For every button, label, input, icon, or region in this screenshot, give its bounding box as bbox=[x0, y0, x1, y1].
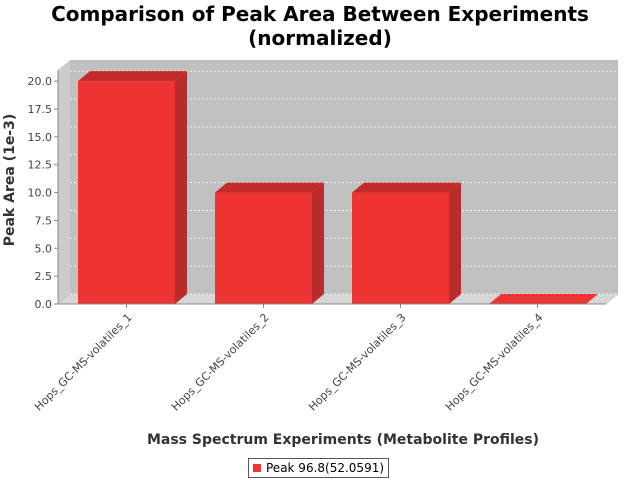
bar bbox=[489, 294, 598, 304]
legend-swatch bbox=[253, 464, 261, 472]
y-tick-label: 0.0 bbox=[35, 298, 53, 311]
legend-label: Peak 96.8(52.0591) bbox=[266, 461, 385, 475]
bar-side bbox=[449, 182, 461, 304]
plot-area bbox=[57, 60, 619, 305]
y-tick-label: 7.5 bbox=[35, 214, 53, 227]
x-tick-label: Hops_GC-MS-volatiles_3 bbox=[306, 311, 409, 414]
x-tick-label: Hops_GC-MS-volatiles_2 bbox=[169, 311, 272, 414]
bar-side bbox=[312, 182, 324, 304]
chart-title: Comparison of Peak Area Between Experime… bbox=[0, 2, 640, 50]
bar-front bbox=[215, 192, 312, 304]
bar-top bbox=[352, 182, 461, 193]
bar-side bbox=[175, 71, 187, 305]
y-tick-label: 10.0 bbox=[28, 187, 53, 200]
bar-front bbox=[78, 81, 175, 305]
x-tick-label: Hops_GC-MS-volatiles_1 bbox=[32, 311, 135, 414]
x-axis: Hops_GC-MS-volatiles_1 Hops_GC-MS-volatil… bbox=[32, 303, 606, 414]
bar-top bbox=[215, 182, 324, 193]
plot-back-wall bbox=[70, 60, 618, 294]
y-tick-label: 2.5 bbox=[35, 270, 53, 283]
y-tick-label: 17.5 bbox=[28, 103, 53, 116]
y-tick-label: 15.0 bbox=[28, 131, 53, 144]
bar-top bbox=[78, 71, 187, 82]
bar bbox=[352, 182, 461, 304]
chart-title-line2: (normalized) bbox=[248, 26, 392, 50]
x-axis-label: Mass Spectrum Experiments (Metabolite Pr… bbox=[147, 432, 539, 448]
chart-title-line1: Comparison of Peak Area Between Experime… bbox=[51, 2, 589, 26]
plot-left-wall bbox=[58, 60, 70, 304]
y-axis-label: Peak Area (1e-3) bbox=[2, 114, 18, 247]
bar-series bbox=[78, 71, 598, 305]
y-tick-label: 5.0 bbox=[35, 242, 53, 255]
bar bbox=[78, 71, 187, 305]
legend: Peak 96.8(52.0591) bbox=[248, 458, 390, 478]
y-tick-label: 20.0 bbox=[28, 75, 53, 88]
y-tick-label: 12.5 bbox=[28, 159, 53, 172]
x-tick-label: Hops_GC-MS-volatiles_4 bbox=[443, 311, 546, 414]
bar-top bbox=[489, 294, 598, 304]
y-axis: 0.0 2.5 5.0 7.5 10.0 12.5 15.0 17.5 20.0 bbox=[28, 70, 59, 311]
bar bbox=[215, 182, 324, 304]
bar-front bbox=[352, 192, 449, 304]
